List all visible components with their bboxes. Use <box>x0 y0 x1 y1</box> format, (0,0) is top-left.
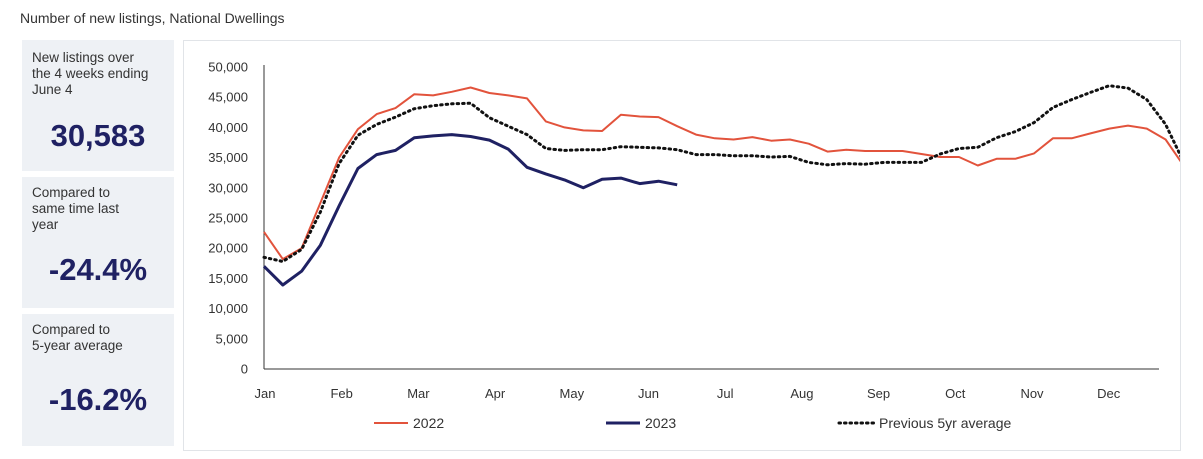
stat-value-vs-5yr-average: -16.2% <box>48 382 148 417</box>
x-tick-label: Mar <box>407 386 430 401</box>
y-tick-label: 25,000 <box>208 211 248 226</box>
y-tick-label: 50,000 <box>208 60 248 75</box>
x-tick-label: Feb <box>330 386 352 401</box>
x-tick-label: Dec <box>1097 386 1121 401</box>
y-tick-label: 45,000 <box>208 90 248 105</box>
y-tick-label: 40,000 <box>208 120 248 135</box>
stat-label-vs-last-year: Compared to same time last year <box>32 185 120 232</box>
x-tick-label: Sep <box>867 386 890 401</box>
y-tick-label: 15,000 <box>208 271 248 286</box>
legend-label: 2022 <box>413 415 444 431</box>
x-tick-label: Jun <box>638 386 659 401</box>
series-line-1 <box>262 133 678 287</box>
x-tick-label: Oct <box>945 386 966 401</box>
stat-label-vs-5yr-average: Compared to 5-year average <box>32 322 123 353</box>
stat-card-vs-last-year: Compared to same time last year -24.4% <box>22 177 174 308</box>
stat-card-new-listings: New listings over the 4 weeks ending Jun… <box>22 40 174 171</box>
x-tick-label: Jan <box>255 386 276 401</box>
chart-panel: 0 5,000 10,000 15,000 20,000 25,000 30,000 35,0… <box>183 40 1181 451</box>
x-tick-label: May <box>560 386 585 401</box>
y-tick-label: 5,000 <box>215 331 248 346</box>
x-tick-label: Nov <box>1020 386 1044 401</box>
x-tick-label: Jul <box>717 386 734 401</box>
y-tick-label: 20,000 <box>208 241 248 256</box>
stat-value-vs-last-year: -24.4% <box>48 252 148 287</box>
stat-card-vs-5yr-average: Compared to 5-year average -16.2% <box>22 314 174 446</box>
x-tick-label: Apr <box>485 386 506 401</box>
stat-label-new-listings: New listings over the 4 weeks ending Jun… <box>32 50 149 97</box>
y-tick-label: 10,000 <box>208 301 248 316</box>
y-tick-label: 0 <box>241 362 248 377</box>
series-line-0 <box>263 86 1180 261</box>
listings-line-chart: 0 5,000 10,000 15,000 20,000 25,000 30,000 35,0… <box>208 60 1180 431</box>
y-tick-label: 35,000 <box>208 150 248 165</box>
x-tick-label: Aug <box>790 386 813 401</box>
legend-label: 2023 <box>645 415 676 431</box>
y-tick-label: 30,000 <box>208 180 248 195</box>
legend-label: Previous 5yr average <box>879 415 1012 431</box>
series-line-2 <box>262 84 1180 263</box>
stat-value-new-listings: 30,583 <box>50 118 146 153</box>
page-title: Number of new listings, National Dwellin… <box>20 10 285 26</box>
